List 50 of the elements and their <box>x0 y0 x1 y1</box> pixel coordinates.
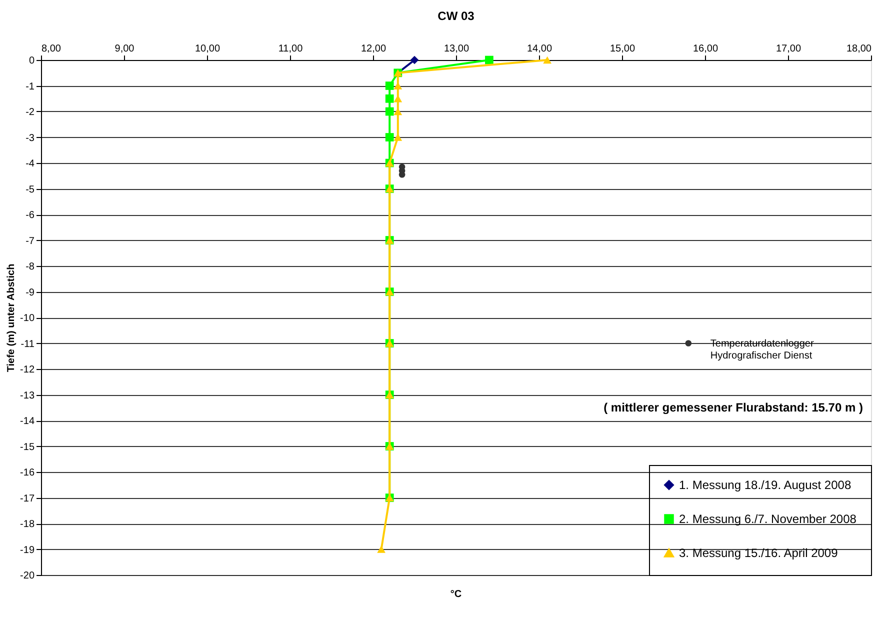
y-tick-label: -18 <box>20 519 35 530</box>
point <box>543 56 552 64</box>
point <box>394 134 402 141</box>
y-tick-label: -7 <box>26 236 35 247</box>
point <box>485 56 494 64</box>
x-tick-label: 9,00 <box>114 44 135 54</box>
y-tick-label: -19 <box>20 544 35 556</box>
point <box>410 56 419 64</box>
y-tick-label: -16 <box>20 468 35 478</box>
x-tick-label: 18,00 <box>846 44 872 54</box>
y-tick-label: -20 <box>20 570 35 582</box>
x-tick-label: 10,00 <box>194 44 220 54</box>
point <box>394 82 402 90</box>
y-tick-label: -4 <box>26 158 35 170</box>
y-tick-label: -13 <box>20 390 35 402</box>
legend-label: 2. Messung 6./7. November 2008 <box>679 512 857 526</box>
x-tick-label: 17,00 <box>776 44 802 54</box>
x-tick-label: 16,00 <box>692 44 718 54</box>
y-tick-label: -5 <box>26 184 35 196</box>
y-tick-label: -17 <box>20 493 35 504</box>
y-tick-label: -2 <box>26 107 35 118</box>
y-tick-label: -6 <box>26 210 35 221</box>
y-axis-title: Tiefe (m) unter Abstich <box>6 264 18 372</box>
y-tick-label: -12 <box>20 364 35 376</box>
point <box>394 95 402 102</box>
point <box>385 82 394 90</box>
point <box>385 107 394 116</box>
x-tick-label: 8,00 <box>42 44 62 54</box>
y-tick-label: -10 <box>20 313 35 324</box>
x-tick-label: 14,00 <box>526 44 552 54</box>
x-tick-label: 15,00 <box>610 44 636 54</box>
x-tick-label: 11,00 <box>278 44 304 54</box>
legend-label: 3. Messung 15./16. April 2009 <box>679 546 838 560</box>
x-axis-title: °C <box>450 589 462 600</box>
annotation: ( mittlerer gemessener Flurabstand: 15.70 m ) <box>604 400 863 415</box>
x-tick-label: 13,00 <box>444 44 470 54</box>
legend-label: 1. Messung 18./19. August 2008 <box>679 478 852 492</box>
y-tick-label: -14 <box>20 416 35 427</box>
y-tick-label: 0 <box>28 56 35 66</box>
y-tick-label: -15 <box>20 442 35 453</box>
chart-title: CW 03 <box>438 9 475 23</box>
x-tick-label: 12,00 <box>360 44 386 54</box>
y-tick-label: -8 <box>26 262 35 272</box>
point <box>377 546 386 553</box>
y-tick-label: -3 <box>26 132 35 144</box>
y-tick-label: -9 <box>26 287 35 298</box>
y-tick-label: -1 <box>26 81 35 92</box>
y-tick-label: -11 <box>20 338 35 350</box>
point <box>385 94 394 103</box>
point <box>385 133 394 142</box>
